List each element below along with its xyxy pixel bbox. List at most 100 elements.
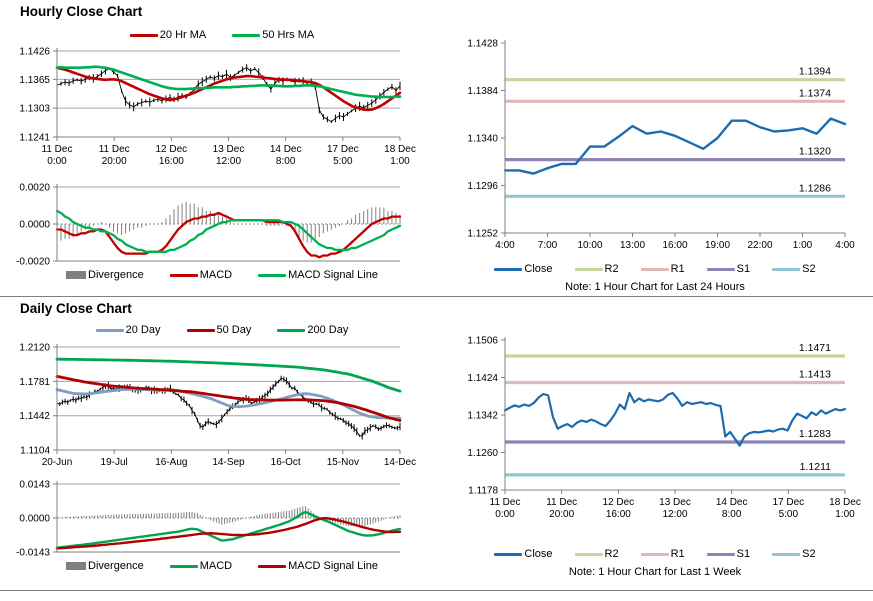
legend-swatch (772, 552, 801, 556)
daily-section: Daily Close Chart 20 Day 50 Day 200 Day 1.… (0, 297, 873, 591)
svg-text:7:00: 7:00 (538, 240, 558, 251)
svg-text:1.1506: 1.1506 (467, 336, 498, 347)
legend-label: MACD Signal Line (288, 560, 378, 572)
svg-text:19:00: 19:00 (705, 240, 730, 251)
svg-text:16-Aug: 16-Aug (155, 457, 187, 468)
hourly-left-column: 20 Hr MA 50 Hrs MA 1.1426 1.1365 1.1303 1.12… (8, 26, 436, 284)
svg-text:19-Jul: 19-Jul (101, 457, 128, 468)
daily-macd-chart: 0.0143 0.0000 -0.0143 (16, 480, 402, 557)
legend-item-s1: S1 (706, 548, 751, 560)
svg-text:1.1211: 1.1211 (800, 461, 831, 473)
svg-text:13:00: 13:00 (620, 240, 645, 251)
legend-swatch (706, 552, 735, 556)
legend-item-50-day: 50 Day (186, 324, 252, 336)
legend-item-s2: S2 (772, 263, 816, 275)
svg-text:1.1283: 1.1283 (799, 428, 831, 440)
legend-label: Close (524, 548, 553, 560)
legend-item-s2: S2 (772, 548, 816, 560)
svg-text:16:00: 16:00 (662, 240, 687, 251)
hourly-macd-chart: 0.0020 0.0000 -0.0020 (16, 183, 402, 266)
legend-swatch (66, 271, 87, 279)
svg-text:4:00: 4:00 (835, 240, 855, 251)
svg-text:1.1394: 1.1394 (799, 66, 831, 78)
legend-item-r1: R1 (640, 548, 685, 560)
legend-label: Divergence (88, 269, 144, 281)
svg-text:22:00: 22:00 (747, 240, 772, 251)
svg-text:1.1428: 1.1428 (467, 39, 498, 50)
legend-swatch (95, 328, 124, 332)
legend-item-macd-signal-line: MACD Signal Line (258, 269, 378, 281)
daily-chart-title: Daily Close Chart (20, 301, 132, 316)
svg-text:1.1252: 1.1252 (467, 229, 498, 240)
legend-swatch (772, 267, 801, 271)
legend-swatch (258, 273, 287, 277)
hourly-chart-title: Hourly Close Chart (20, 4, 143, 19)
legend-item-macd: MACD (169, 269, 232, 281)
svg-text:1.1241: 1.1241 (19, 133, 50, 144)
svg-text:0.0143: 0.0143 (19, 480, 50, 491)
svg-text:0.0020: 0.0020 (19, 183, 50, 194)
svg-text:1.1384: 1.1384 (467, 86, 498, 97)
legend-swatch (169, 273, 198, 277)
legend-swatch (186, 328, 215, 332)
legend-label: S1 (736, 548, 751, 560)
daily-left-column: 20 Day 50 Day 200 Day 1.2120 1.1781 1.1442 1.… (8, 321, 436, 575)
legend-item-macd-signal-line: MACD Signal Line (258, 560, 378, 572)
daily-macd-legend: Divergence MACD MACD Signal Line (8, 557, 436, 575)
legend-label: 50 Day (216, 324, 252, 336)
svg-text:1.1320: 1.1320 (799, 146, 831, 158)
svg-text:1.1342: 1.1342 (467, 411, 498, 422)
svg-text:1.1365: 1.1365 (19, 75, 50, 86)
svg-text:0.0000: 0.0000 (19, 514, 50, 525)
legend-label: Divergence (88, 560, 144, 572)
legend-swatch (640, 552, 669, 556)
legend-item-close: Close (494, 548, 553, 560)
svg-text:1.1104: 1.1104 (20, 446, 50, 457)
svg-text:1.1426: 1.1426 (19, 47, 50, 58)
daily-price-legend: 20 Day 50 Day 200 Day (8, 321, 436, 339)
hourly-price-legend: 20 Hr MA 50 Hrs MA (8, 26, 436, 44)
svg-text:1.1296: 1.1296 (467, 181, 498, 192)
legend-item-50-hrs-ma: 50 Hrs MA (232, 29, 314, 41)
svg-text:14-Sep: 14-Sep (212, 457, 245, 468)
legend-label: MACD (199, 560, 233, 572)
svg-text:1.1413: 1.1413 (799, 369, 831, 381)
svg-text:20-Jun: 20-Jun (42, 457, 73, 468)
svg-text:1.1781: 1.1781 (19, 377, 50, 388)
legend-label: R1 (670, 548, 685, 560)
legend-label: R2 (604, 263, 619, 275)
svg-text:1.1442: 1.1442 (19, 411, 50, 422)
legend-swatch (66, 562, 87, 570)
legend-item-r2: R2 (574, 548, 619, 560)
svg-text:1.1260: 1.1260 (467, 448, 498, 459)
svg-text:1.1286: 1.1286 (799, 182, 831, 194)
legend-swatch (640, 267, 669, 271)
legend-item-macd: MACD (169, 560, 233, 572)
svg-text:1.2120: 1.2120 (19, 343, 50, 354)
legend-swatch (169, 564, 198, 568)
legend-item-divergence: Divergence (66, 269, 144, 281)
svg-text:15-Nov: 15-Nov (327, 457, 359, 468)
legend-label: R1 (670, 263, 685, 275)
legend-swatch (258, 564, 287, 568)
svg-text:1.1424: 1.1424 (467, 373, 498, 384)
legend-swatch (232, 33, 261, 37)
legend-swatch (277, 328, 306, 332)
hourly-section: Hourly Close Chart 20 Hr MA 50 Hrs MA 1.1… (0, 0, 873, 297)
legend-swatch (129, 33, 158, 37)
svg-text:10:00: 10:00 (577, 240, 602, 251)
svg-text:1.1374: 1.1374 (799, 87, 831, 99)
legend-label: 200 Day (307, 324, 349, 336)
legend-label: 20 Day (125, 324, 161, 336)
legend-label: 20 Hr MA (159, 29, 207, 41)
hourly-macd-legend: Divergence MACD MACD Signal Line (8, 266, 436, 284)
legend-swatch (494, 552, 523, 556)
svg-text:1:00: 1:00 (793, 240, 813, 251)
legend-item-r2: R2 (574, 263, 619, 275)
